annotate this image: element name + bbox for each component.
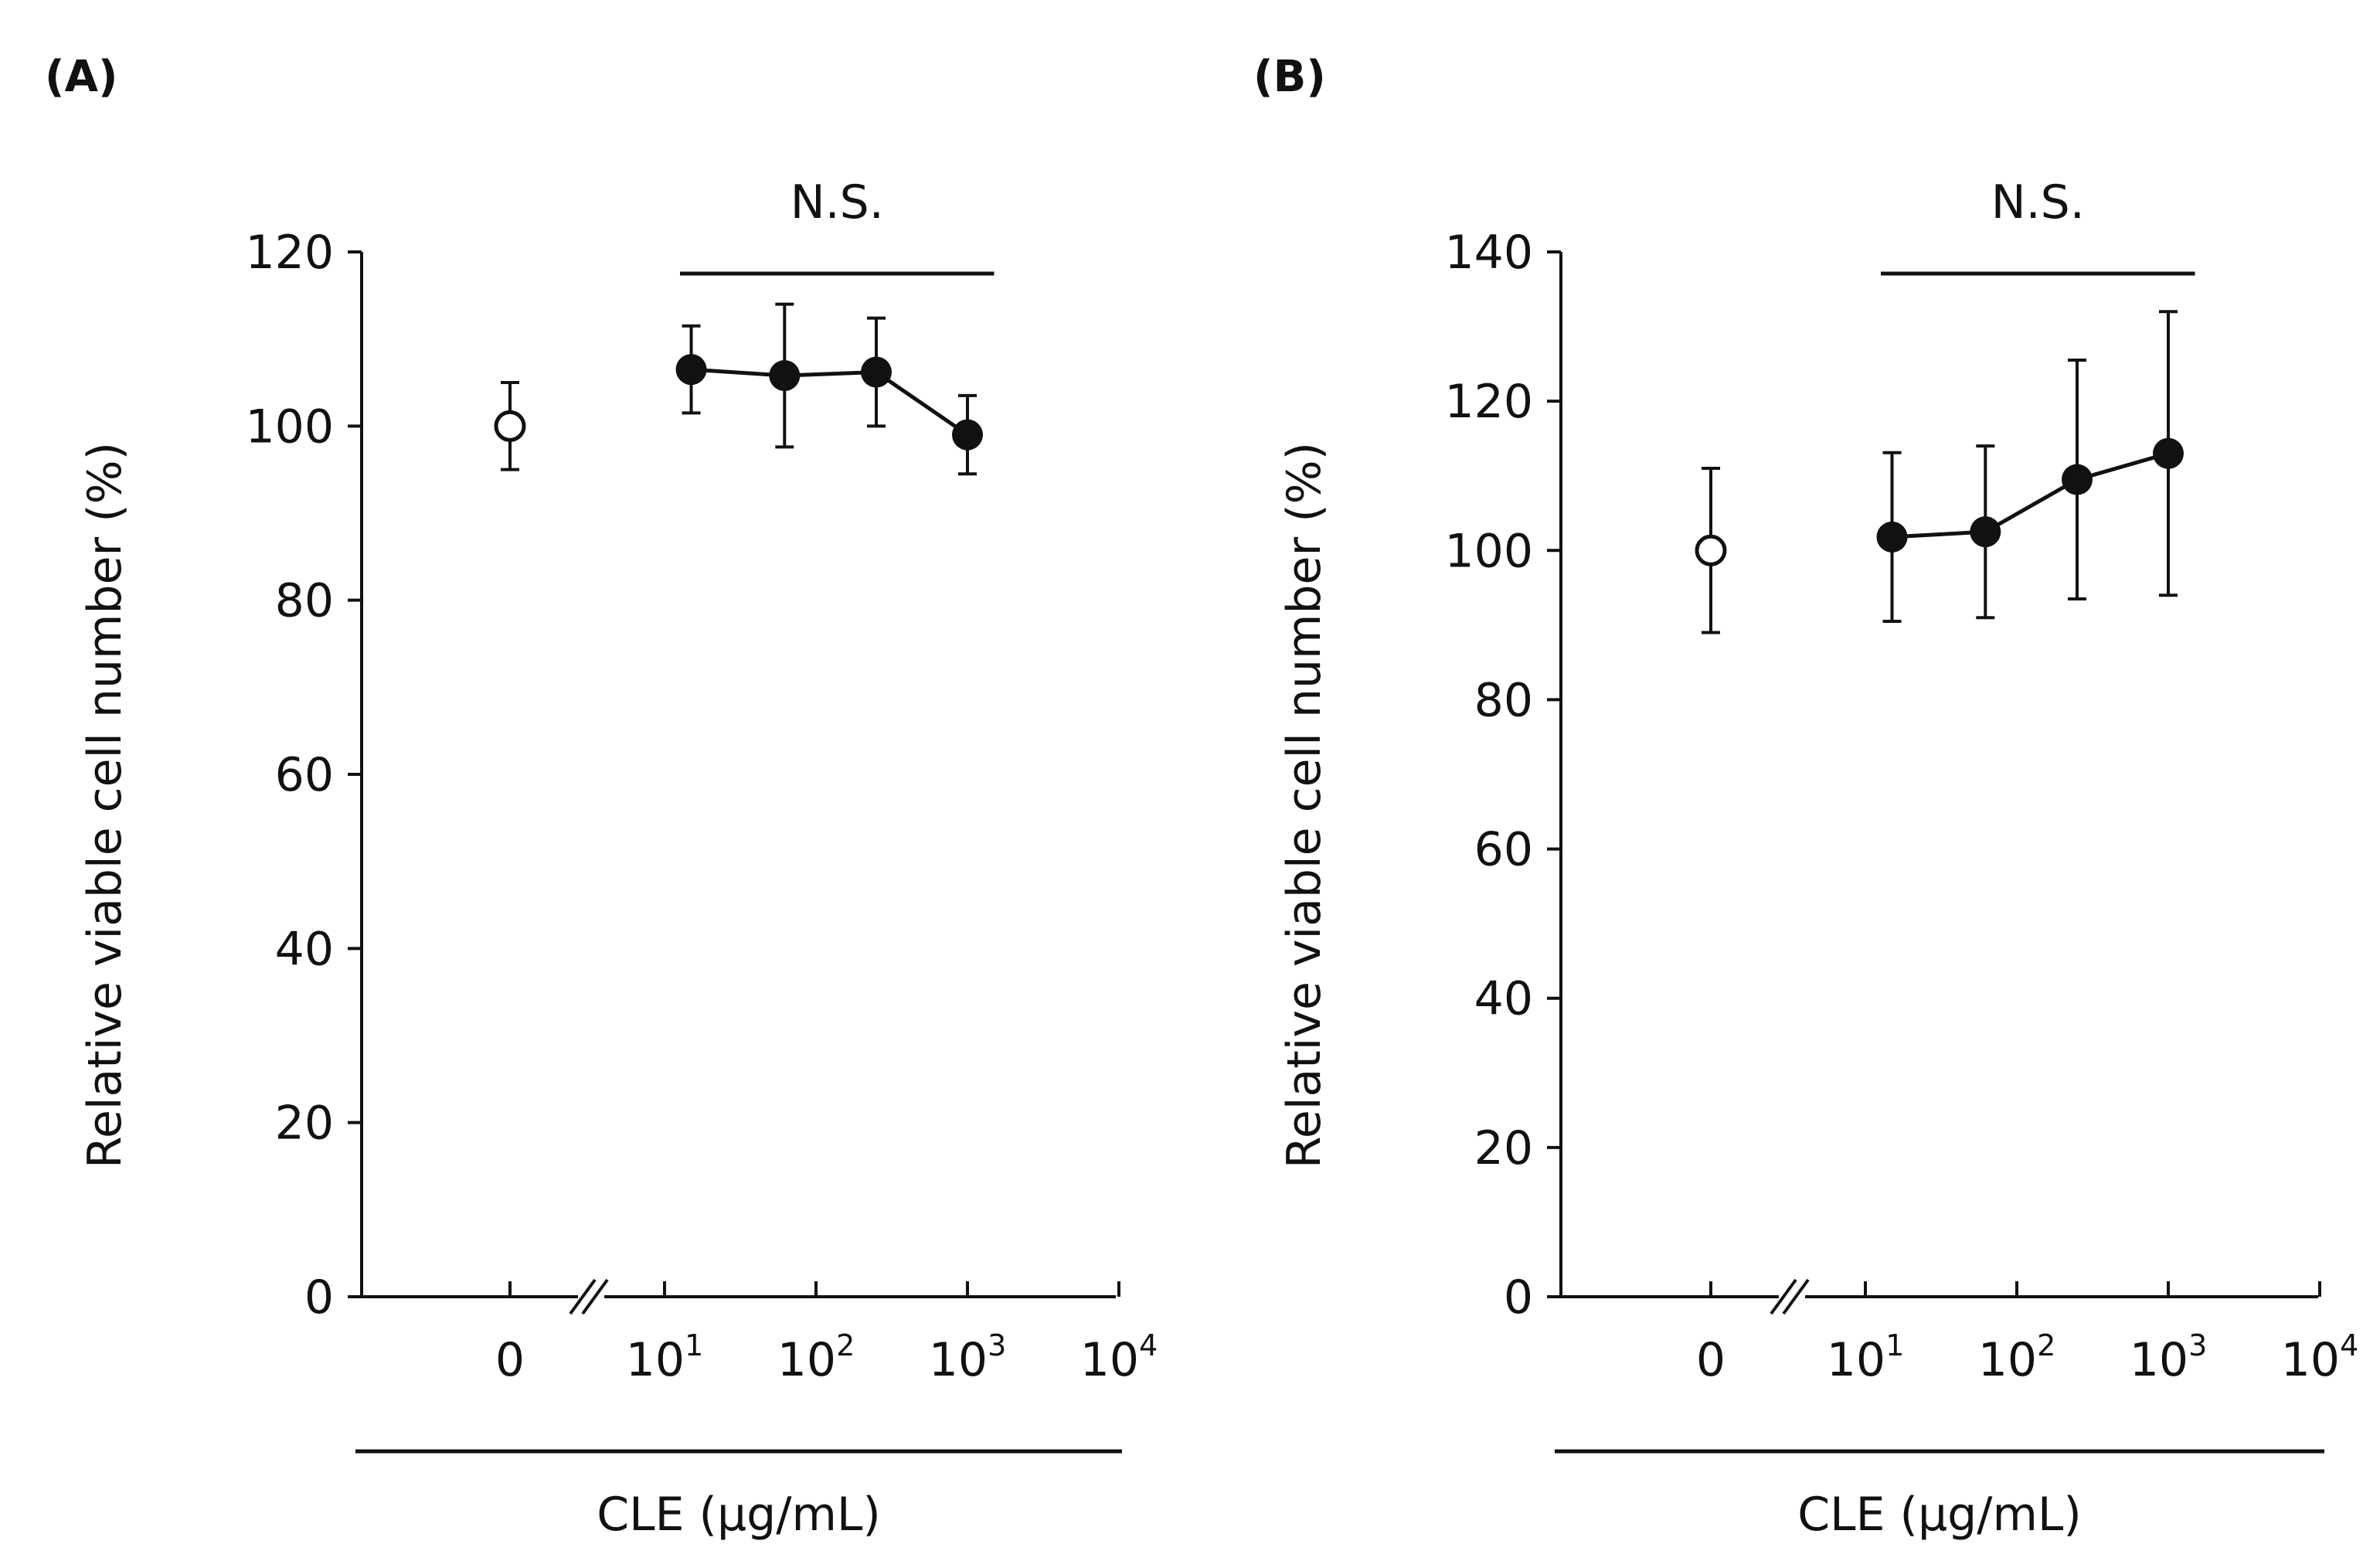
x-tick-label: 0 bbox=[495, 1333, 525, 1387]
y-tick-label: 0 bbox=[1504, 1270, 1533, 1325]
significance-label: N.S. bbox=[1991, 175, 2085, 230]
y-tick-label: 60 bbox=[1474, 823, 1533, 877]
y-tick-label: 20 bbox=[1474, 1121, 1533, 1175]
axis-break-mark bbox=[1782, 1278, 1810, 1315]
y-tick-label: 40 bbox=[275, 922, 334, 976]
y-tick-label: 0 bbox=[304, 1270, 334, 1325]
series-line bbox=[691, 367, 969, 437]
panel-label: (A) bbox=[45, 52, 118, 102]
chart-panel-b: (B) 0 20 40 60 80 100 120 140 0 101 102 103 104 CLE (μ… bbox=[1253, 52, 2358, 1542]
x-tick-label: 103 bbox=[929, 1328, 1007, 1387]
y-tick-label: 120 bbox=[245, 226, 334, 280]
control-point bbox=[494, 410, 526, 442]
panel-label: (B) bbox=[1253, 52, 1326, 102]
y-tick-label: 140 bbox=[1444, 226, 1533, 280]
data-point bbox=[769, 359, 801, 391]
y-axis-title: Relative viable cell number (%) bbox=[78, 442, 132, 1168]
y-tick-label: 40 bbox=[1474, 972, 1533, 1026]
data-point bbox=[1876, 521, 1908, 553]
data-point bbox=[2153, 437, 2184, 469]
x-tick-label: 0 bbox=[1696, 1333, 1726, 1387]
y-tick-label: 20 bbox=[275, 1097, 334, 1151]
y-tick-label: 80 bbox=[275, 574, 334, 628]
significance-label: N.S. bbox=[790, 175, 884, 230]
x-tick-label: 104 bbox=[2281, 1328, 2359, 1387]
y-tick-label: 100 bbox=[1444, 524, 1533, 578]
axis-break-mark bbox=[1770, 1278, 1797, 1315]
y-tick-label: 100 bbox=[245, 400, 334, 454]
data-point bbox=[860, 356, 892, 388]
y-tick-label: 120 bbox=[1444, 375, 1533, 429]
x-tick-label: 102 bbox=[1978, 1328, 2056, 1387]
x-tick-label: 104 bbox=[1080, 1328, 1158, 1387]
y-tick-label: 80 bbox=[1474, 673, 1533, 727]
series-line bbox=[1892, 451, 2169, 539]
x-tick-label: 101 bbox=[1827, 1328, 1905, 1387]
x-tick-label: 103 bbox=[2130, 1328, 2208, 1387]
axis-break-mark bbox=[581, 1278, 609, 1315]
x-axis-title: CLE (μg/mL) bbox=[597, 1488, 880, 1542]
data-point bbox=[1970, 516, 2001, 548]
x-tick-label: 101 bbox=[626, 1328, 704, 1387]
chart-panel-a: (A) 0 20 40 60 80 100 120 0 101 102 103 104 CLE (μg/m… bbox=[45, 52, 1158, 1542]
x-tick-label: 102 bbox=[777, 1328, 855, 1387]
x-axis-title: CLE (μg/mL) bbox=[1797, 1488, 2081, 1542]
axis-break-mark bbox=[569, 1278, 597, 1315]
data-point bbox=[675, 354, 707, 386]
y-axis-title: Relative viable cell number (%) bbox=[1277, 442, 1331, 1168]
data-point bbox=[952, 419, 983, 451]
data-point bbox=[2061, 464, 2093, 495]
control-point bbox=[1695, 534, 1727, 566]
y-tick-label: 60 bbox=[275, 748, 334, 802]
